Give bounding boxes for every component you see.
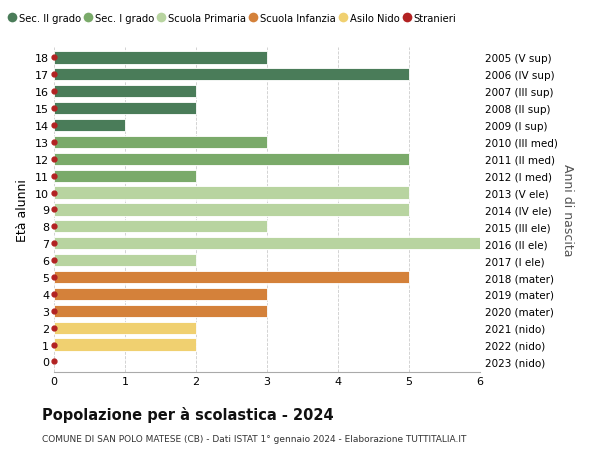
Bar <box>54 120 125 132</box>
Bar <box>54 153 409 166</box>
Bar <box>54 271 409 284</box>
Y-axis label: Anni di nascita: Anni di nascita <box>562 164 574 256</box>
Bar <box>54 238 480 250</box>
Bar <box>54 305 267 317</box>
Bar <box>54 221 267 233</box>
Y-axis label: Età alunni: Età alunni <box>16 179 29 241</box>
Bar <box>54 52 267 64</box>
Bar <box>54 86 196 98</box>
Bar <box>54 69 409 81</box>
Bar <box>54 103 196 115</box>
Text: Popolazione per à scolastica - 2024: Popolazione per à scolastica - 2024 <box>42 406 334 422</box>
Bar <box>54 204 409 216</box>
Legend: Sec. II grado, Sec. I grado, Scuola Primaria, Scuola Infanzia, Asilo Nido, Stran: Sec. II grado, Sec. I grado, Scuola Prim… <box>5 10 460 28</box>
Bar <box>54 254 196 267</box>
Bar <box>54 136 267 149</box>
Bar <box>54 288 267 300</box>
Bar <box>54 187 409 199</box>
Text: COMUNE DI SAN POLO MATESE (CB) - Dati ISTAT 1° gennaio 2024 - Elaborazione TUTTI: COMUNE DI SAN POLO MATESE (CB) - Dati IS… <box>42 434 466 443</box>
Bar <box>54 322 196 334</box>
Bar <box>54 170 196 182</box>
Bar <box>54 339 196 351</box>
